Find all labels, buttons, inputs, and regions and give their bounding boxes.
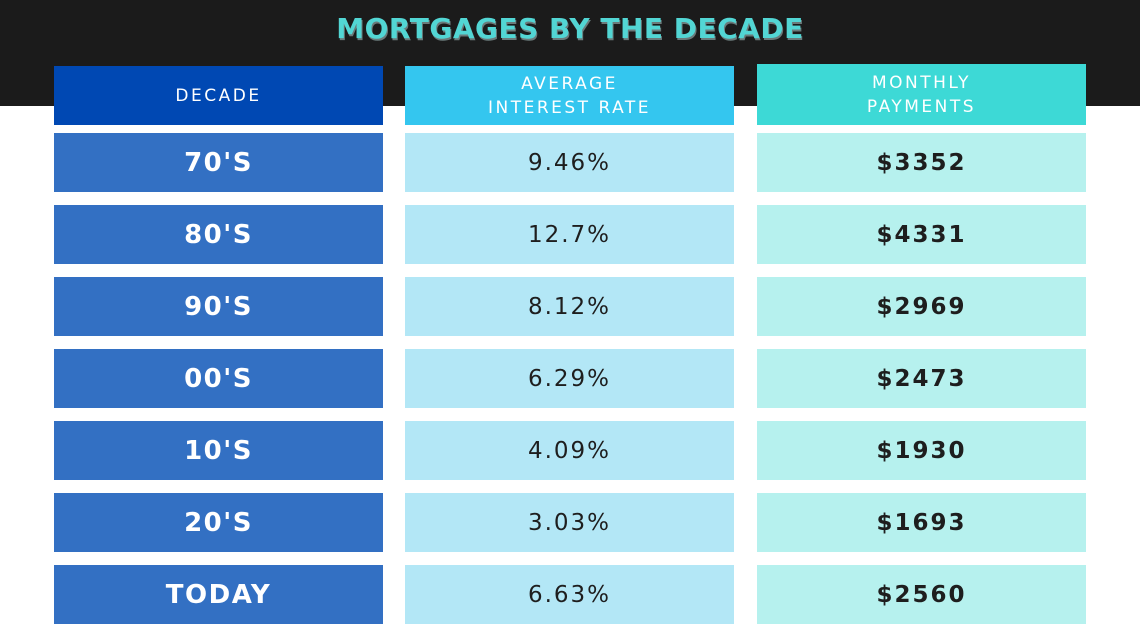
- decade-cell: 00'S: [54, 349, 383, 408]
- monthly-payment-cell: $3352: [757, 133, 1086, 192]
- column-header-decade: DECADE: [54, 66, 383, 125]
- interest-rate-cell: 4.09%: [405, 421, 734, 480]
- decade-cell: TODAY: [54, 565, 383, 624]
- column-header-interest-rate: AVERAGE INTEREST RATE: [405, 66, 734, 125]
- monthly-payment-cell: $2473: [757, 349, 1086, 408]
- monthly-payment-cell: $1930: [757, 421, 1086, 480]
- interest-rate-cell: 3.03%: [405, 493, 734, 552]
- chart-title: MORTGAGES BY THE DECADE: [0, 12, 1140, 45]
- decade-cell: 20'S: [54, 493, 383, 552]
- interest-rate-cell: 8.12%: [405, 277, 734, 336]
- monthly-payment-cell: $4331: [757, 205, 1086, 264]
- column-header-monthly-payments: MONTHLY PAYMENTS: [757, 64, 1086, 125]
- interest-rate-cell: 6.63%: [405, 565, 734, 624]
- monthly-payment-cell: $2969: [757, 277, 1086, 336]
- monthly-payment-cell: $1693: [757, 493, 1086, 552]
- decade-cell: 10'S: [54, 421, 383, 480]
- interest-rate-cell: 6.29%: [405, 349, 734, 408]
- interest-rate-cell: 9.46%: [405, 133, 734, 192]
- interest-rate-cell: 12.7%: [405, 205, 734, 264]
- decade-cell: 80'S: [54, 205, 383, 264]
- decade-cell: 70'S: [54, 133, 383, 192]
- monthly-payment-cell: $2560: [757, 565, 1086, 624]
- decade-cell: 90'S: [54, 277, 383, 336]
